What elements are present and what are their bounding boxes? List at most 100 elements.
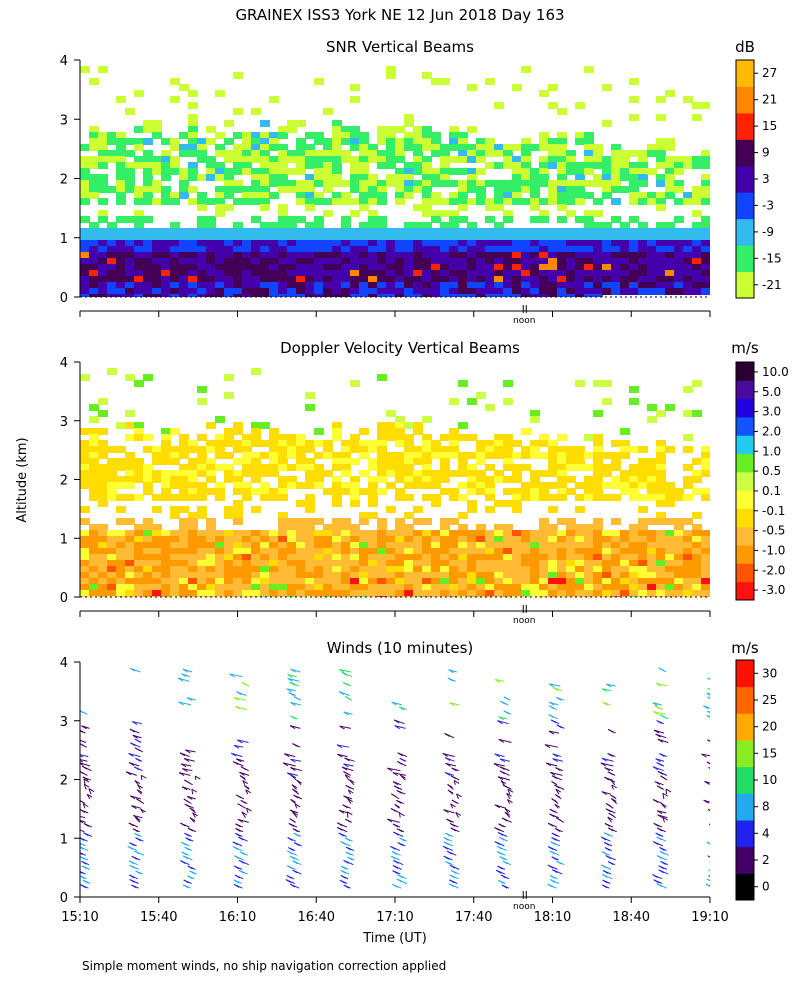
doppler-cell <box>530 542 540 549</box>
colorbar-swatch <box>736 192 754 220</box>
doppler-cell <box>188 548 198 555</box>
snr-cell <box>494 162 504 169</box>
doppler-cell <box>476 470 486 477</box>
snr-cell <box>116 294 126 297</box>
doppler-cell <box>260 422 270 429</box>
doppler-cell <box>224 392 234 399</box>
doppler-cell <box>359 566 369 573</box>
doppler-cell <box>188 554 198 561</box>
doppler-cell <box>656 458 666 465</box>
snr-cell <box>701 246 710 253</box>
doppler-cell <box>179 518 189 525</box>
doppler-cell <box>656 482 666 489</box>
wind-barb <box>712 832 722 836</box>
wind-barb-feather <box>444 757 451 761</box>
snr-cell <box>197 258 207 265</box>
doppler-cell <box>305 572 315 579</box>
doppler-cell <box>503 452 513 459</box>
doppler-cell <box>413 506 423 513</box>
snr-cell <box>440 240 450 247</box>
wind-barb-feather <box>498 823 504 828</box>
snr-cell <box>575 240 585 247</box>
doppler-cell <box>323 524 333 531</box>
wind-barb-feather <box>239 771 245 776</box>
wind-barb-feather <box>552 869 558 874</box>
snr-cell <box>152 276 162 283</box>
snr-cell <box>530 180 540 187</box>
doppler-cell <box>332 578 342 585</box>
snr-cell <box>449 168 459 175</box>
wind-barb-feather <box>498 879 504 884</box>
doppler-cell <box>314 464 324 471</box>
colorbar-label: 4 <box>762 826 770 840</box>
snr-cell <box>458 198 468 205</box>
snr-cell <box>422 288 432 295</box>
snr-cell <box>260 138 270 145</box>
doppler-cell <box>80 578 90 585</box>
snr-cell <box>98 228 108 235</box>
snr-cell <box>647 252 657 259</box>
snr-cell <box>503 198 513 205</box>
snr-cell <box>575 216 585 223</box>
doppler-cell <box>440 578 450 585</box>
snr-cell <box>377 180 387 187</box>
doppler-cell <box>422 440 432 447</box>
wind-barb-feather <box>287 674 293 678</box>
snr-cell <box>413 240 423 247</box>
snr-cell <box>404 276 414 283</box>
snr-cell <box>143 276 153 283</box>
doppler-cell <box>701 452 710 459</box>
snr-cell <box>593 210 603 217</box>
doppler-cell <box>296 542 306 549</box>
doppler-cell <box>332 548 342 555</box>
snr-cell <box>593 252 603 259</box>
doppler-cell <box>593 458 603 465</box>
doppler-cell <box>260 566 270 573</box>
doppler-cell <box>287 572 297 579</box>
wind-barb-feather <box>499 836 505 841</box>
doppler-cell <box>593 530 603 537</box>
doppler-cell <box>305 446 315 453</box>
wind-barb-feather <box>449 822 456 827</box>
snr-cell <box>269 138 279 145</box>
doppler-cell <box>665 584 675 591</box>
doppler-cell <box>152 554 162 561</box>
snr-cell <box>557 174 567 181</box>
snr-cell <box>206 234 216 241</box>
snr-cell <box>278 156 288 163</box>
doppler-cell <box>89 530 99 537</box>
doppler-cell <box>215 584 225 591</box>
snr-cell <box>125 234 135 241</box>
doppler-cell <box>377 452 387 459</box>
snr-cell <box>539 294 549 297</box>
doppler-cell <box>98 524 108 531</box>
doppler-cell <box>269 428 279 435</box>
snr-cell <box>161 234 171 241</box>
wind-barb-feather <box>129 879 135 883</box>
snr-cell <box>476 288 486 295</box>
wind-barb-feather <box>661 803 667 807</box>
snr-cell <box>296 294 306 297</box>
doppler-cell <box>215 482 225 489</box>
snr-cell <box>413 156 423 163</box>
doppler-cell <box>638 566 648 573</box>
snr-cell <box>296 168 306 175</box>
doppler-cell <box>359 488 369 495</box>
wind-barb-feather <box>444 732 450 737</box>
doppler-cell <box>359 518 369 525</box>
doppler-cell <box>458 434 468 441</box>
doppler-cell <box>683 584 693 591</box>
snr-cell <box>620 222 630 229</box>
snr-cell <box>557 168 567 175</box>
doppler-cell <box>350 458 360 465</box>
snr-cell <box>404 288 414 295</box>
doppler-cell <box>278 530 288 537</box>
wind-barb-feather <box>394 803 400 808</box>
snr-cell <box>530 192 540 199</box>
wind-barb-feather <box>392 823 399 828</box>
doppler-cell <box>359 578 369 585</box>
doppler-cell <box>359 542 369 549</box>
doppler-cell <box>674 578 684 585</box>
doppler-cell <box>422 470 432 477</box>
snr-cell <box>161 168 171 175</box>
